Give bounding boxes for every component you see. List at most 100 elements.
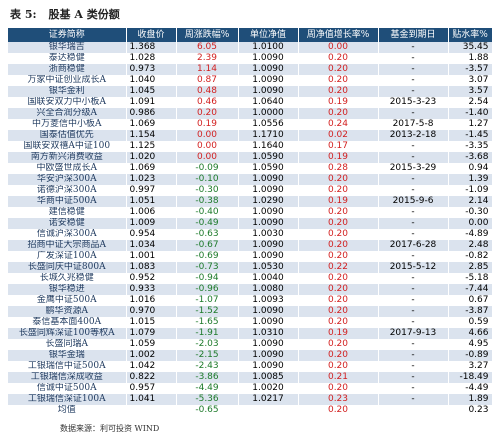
nav-growth-cell: 0.17 — [298, 141, 379, 152]
weekly-change-cell: -0.96 — [176, 284, 239, 295]
nav-growth-cell: 0.20 — [298, 75, 379, 86]
maturity-cell: - — [378, 174, 449, 185]
fund-name-cell: 信诚中证500A — [8, 383, 127, 394]
discount-cell: 3.27 — [448, 361, 493, 372]
discount-cell: 1.39 — [448, 174, 493, 185]
nav-growth-cell: 0.22 — [298, 262, 379, 273]
unit-nav-cell: 1.0090 — [238, 361, 299, 372]
fund-name-cell: 泰达稳健 — [8, 53, 127, 64]
unit-nav-cell: 1.0090 — [238, 339, 299, 350]
close-price-cell: 1.069 — [126, 119, 177, 130]
close-price-cell: 0.973 — [126, 64, 177, 75]
maturity-cell: - — [378, 141, 449, 152]
col-header-name[interactable]: 证券简称 — [8, 28, 127, 42]
weekly-change-cell: -0.10 — [176, 174, 239, 185]
fund-name-cell: 金鹰中证500A — [8, 295, 127, 306]
weekly-change-cell: 0.19 — [176, 119, 239, 130]
close-price-cell: 0.933 — [126, 284, 177, 295]
close-price-cell: 1.034 — [126, 240, 177, 251]
discount-cell: -1.40 — [448, 108, 493, 119]
close-price-cell: 1.045 — [126, 86, 177, 97]
discount-cell: 0.94 — [448, 163, 493, 174]
col-header-weekly-change[interactable]: 周涨跌幅% — [176, 28, 239, 42]
source-note: 数据来源：利可投资 WIND — [60, 424, 160, 433]
discount-cell: 1.89 — [448, 394, 493, 405]
weekly-change-cell: -1.65 — [176, 317, 239, 328]
maturity-cell: - — [378, 361, 449, 372]
fund-name-cell: 诺安稳健 — [8, 218, 127, 229]
weekly-change-cell: 0.00 — [176, 141, 239, 152]
maturity-cell: - — [378, 108, 449, 119]
close-price-cell: 1.051 — [126, 196, 177, 207]
table-row: 银华金瑞 1.002 -2.15 1.0090 0.20- -0.89 — [8, 350, 493, 361]
close-price-cell: 1.079 — [126, 328, 177, 339]
nav-growth-cell: 0.20 — [298, 295, 379, 306]
fund-name-cell: 南方新兴消费收益 — [8, 152, 127, 163]
fund-name-cell: 银华瑞吉 — [8, 42, 127, 53]
maturity-cell: - — [378, 86, 449, 97]
close-price-cell: 1.023 — [126, 174, 177, 185]
discount-cell: -4.89 — [448, 229, 493, 240]
table-row: 广发深证100A 1.001 -0.69 1.0090 0.20- -0.82 — [8, 251, 493, 262]
discount-cell: 2.14 — [448, 196, 493, 207]
col-header-discount[interactable]: 贴水率% — [448, 28, 493, 42]
nav-growth-cell: 0.20 — [298, 284, 379, 295]
close-price-cell: 1.015 — [126, 317, 177, 328]
unit-nav-cell: 1.0090 — [238, 306, 299, 317]
weekly-change-cell: -5.36 — [176, 394, 239, 405]
col-header-maturity[interactable]: 基金到期日 — [378, 28, 449, 42]
nav-growth-cell: 0.02 — [298, 130, 379, 141]
table-row: 国泰估值优先 1.154 0.00 1.1710 0.02 2013-2-18 -1.45 — [8, 130, 493, 141]
unit-nav-cell: 1.0590 — [238, 163, 299, 174]
discount-cell: 3.57 — [448, 86, 493, 97]
close-price-cell: 0.997 — [126, 185, 177, 196]
fund-name-cell: 长城久兆稳健 — [8, 273, 127, 284]
fund-name-cell: 建信稳健 — [8, 207, 127, 218]
discount-cell: -0.30 — [448, 207, 493, 218]
unit-nav-cell: 1.0090 — [238, 64, 299, 75]
maturity-cell: - — [378, 306, 449, 317]
unit-nav-cell: 1.1640 — [238, 141, 299, 152]
unit-nav-cell: 1.0000 — [238, 108, 299, 119]
weekly-change-cell: -0.67 — [176, 240, 239, 251]
table-number: 表 5: — [10, 8, 37, 21]
maturity-cell: 2013-2-18 — [378, 130, 449, 141]
close-price-cell: 0.957 — [126, 383, 177, 394]
nav-growth-cell: 0.19 — [298, 97, 379, 108]
fund-name-cell: 国泰估值优先 — [8, 130, 127, 141]
weekly-change-cell: -0.38 — [176, 196, 239, 207]
unit-nav-cell: 1.0030 — [238, 229, 299, 240]
discount-cell: -0.89 — [448, 350, 493, 361]
maturity-cell: 2017-6-28 — [378, 240, 449, 251]
unit-nav-cell — [238, 405, 299, 416]
fund-name-cell: 信诚沪深300A — [8, 229, 127, 240]
table-row: 长盛同瑞A 1.059 -2.03 1.0090 0.20-4.95 — [8, 339, 493, 350]
nav-growth-cell: 0.19 — [298, 196, 379, 207]
unit-nav-cell: 1.1710 — [238, 130, 299, 141]
discount-cell: 4.66 — [448, 328, 493, 339]
weekly-change-cell: -0.30 — [176, 185, 239, 196]
maturity-cell: - — [378, 295, 449, 306]
nav-growth-cell: 0.28 — [298, 163, 379, 174]
weekly-change-cell: 0.00 — [176, 152, 239, 163]
close-price-cell: 1.069 — [126, 163, 177, 174]
weekly-change-cell: 6.05 — [176, 42, 239, 53]
close-price-cell: 1.042 — [126, 361, 177, 372]
col-header-unit-nav[interactable]: 单位净值 — [238, 28, 299, 42]
discount-cell: -3.68 — [448, 152, 493, 163]
nav-growth-cell: 0.20 — [298, 207, 379, 218]
weekly-change-cell: 2.39 — [176, 53, 239, 64]
close-price-cell: 1.002 — [126, 350, 177, 361]
maturity-cell: - — [378, 284, 449, 295]
close-price-cell: 1.125 — [126, 141, 177, 152]
close-price-cell: 1.016 — [126, 295, 177, 306]
weekly-change-cell: -0.65 — [176, 405, 239, 416]
discount-cell: 0.23 — [448, 405, 493, 416]
col-header-nav-growth[interactable]: 周净值增长率% — [298, 28, 379, 42]
maturity-cell: - — [378, 394, 449, 405]
nav-growth-cell: 0.00 — [298, 42, 379, 53]
maturity-cell: - — [378, 273, 449, 284]
fund-name-cell: 华商中证500A — [8, 196, 127, 207]
discount-cell: 0.59 — [448, 317, 493, 328]
col-header-close[interactable]: 收盘价 — [126, 28, 177, 42]
